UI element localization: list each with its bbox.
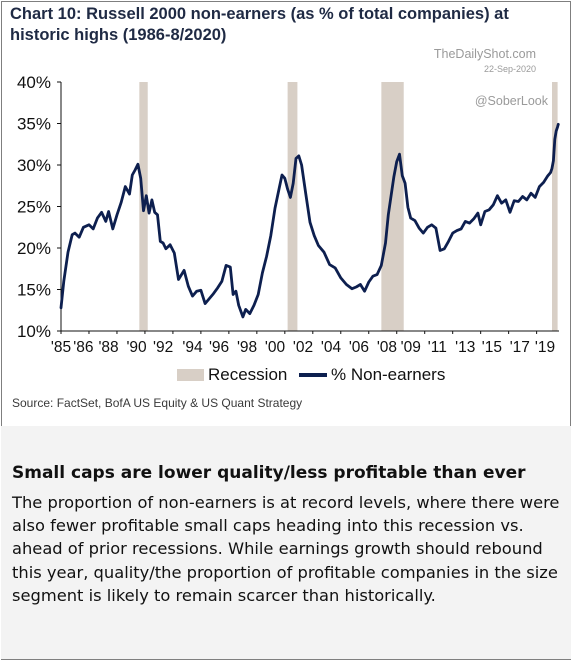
- legend-label-recession: Recession: [208, 365, 287, 384]
- watermark-handle: @SoberLook: [474, 94, 548, 108]
- commentary-heading: Small caps are lower quality/less profit…: [12, 463, 526, 483]
- y-tick-label: 10%: [17, 322, 51, 341]
- legend-swatch-recession: [177, 369, 204, 381]
- source-note: Source: FactSet, BofA US Equity & US Qua…: [12, 396, 303, 410]
- x-tick-label: '11: [428, 339, 447, 356]
- watermark-date: 22-Sep-2020: [483, 64, 536, 74]
- commentary-box: [1, 426, 571, 659]
- y-tick-label: 15%: [17, 281, 51, 300]
- x-tick-label: '94: [182, 339, 203, 356]
- x-tick-label: '86: [73, 339, 93, 356]
- y-tick-label: 25%: [17, 198, 51, 217]
- legend-label-non-earners: % Non-earners: [331, 365, 445, 384]
- x-tick-label: '09: [401, 339, 421, 356]
- x-tick-label: '88: [98, 339, 118, 356]
- recession-band: [287, 82, 298, 331]
- commentary-body: The proportion of non-earners is at reco…: [12, 493, 560, 605]
- x-tick-label: '13: [455, 339, 475, 356]
- recession-band: [381, 82, 404, 331]
- chart-legend: Recession % Non-earners: [177, 365, 445, 384]
- series-layer: [59, 122, 560, 319]
- x-tick-label: '85: [51, 339, 71, 356]
- x-tick-label: '15: [482, 339, 502, 356]
- x-tick-label: '92: [153, 339, 173, 356]
- chart-axes: 10% 15% 20% 25% 30% 35% 40% '85'86 '88 '90 '92 '94 '…: [17, 73, 559, 356]
- y-tick-label: 20%: [17, 239, 51, 258]
- x-tick-label: '96: [209, 339, 229, 356]
- x-tick-label: '00: [265, 339, 286, 356]
- chart-title: Chart 10: Russell 2000 non-earners (as %…: [10, 5, 509, 44]
- y-tick-label: 35%: [17, 115, 51, 134]
- x-tick-label: '02: [293, 339, 313, 356]
- line-chart: 10% 15% 20% 25% 30% 35% 40% '85'86 '88 '90 '92 '94 '…: [17, 73, 560, 384]
- y-tick-label: 30%: [17, 156, 51, 175]
- x-tick-label: '17: [510, 339, 530, 356]
- watermark-site: TheDailyShot.com: [433, 47, 536, 61]
- recession-band: [552, 82, 558, 331]
- x-tick-label: '08: [377, 339, 397, 356]
- x-tick-label: '19: [535, 339, 555, 356]
- x-tick-label: '04: [321, 339, 342, 356]
- x-tick-label: '98: [237, 339, 257, 356]
- series-line-non-earners: [59, 122, 560, 319]
- y-tick-label: 40%: [17, 73, 51, 92]
- x-tick-label: '90: [126, 339, 147, 356]
- x-tick-label: '06: [349, 339, 369, 356]
